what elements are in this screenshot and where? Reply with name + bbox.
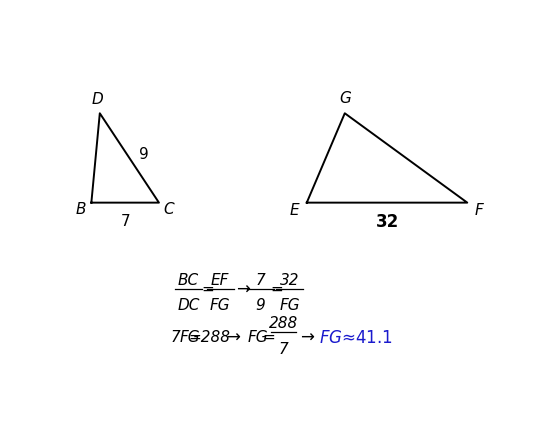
- Text: FG: FG: [247, 330, 268, 345]
- Text: 32: 32: [280, 272, 300, 288]
- Text: 32: 32: [376, 213, 398, 231]
- Text: FG: FG: [280, 298, 300, 313]
- Text: =: =: [263, 330, 275, 345]
- Text: →: →: [237, 281, 250, 299]
- Text: $\mathit{FG}$≈41.1: $\mathit{FG}$≈41.1: [319, 328, 393, 346]
- Text: →: →: [300, 328, 314, 346]
- Text: D: D: [92, 92, 104, 107]
- Text: G: G: [339, 91, 351, 106]
- Text: BC: BC: [178, 272, 199, 288]
- Text: B: B: [76, 202, 86, 217]
- Text: DC: DC: [177, 298, 199, 313]
- Text: FG: FG: [180, 330, 201, 345]
- Text: 9: 9: [138, 147, 148, 162]
- Text: 7: 7: [278, 342, 288, 357]
- Text: EF: EF: [211, 272, 229, 288]
- Text: =: =: [271, 282, 283, 297]
- Text: C: C: [163, 202, 173, 217]
- Text: =: =: [201, 282, 214, 297]
- Text: FG: FG: [210, 298, 231, 313]
- Text: 288: 288: [269, 317, 298, 332]
- Text: 7: 7: [120, 214, 130, 229]
- Text: =288: =288: [189, 330, 231, 345]
- Text: E: E: [289, 203, 299, 218]
- Text: 7: 7: [256, 272, 265, 288]
- Text: 9: 9: [256, 298, 265, 313]
- Text: F: F: [475, 203, 483, 218]
- Text: 7: 7: [170, 330, 180, 345]
- Text: →: →: [226, 328, 240, 346]
